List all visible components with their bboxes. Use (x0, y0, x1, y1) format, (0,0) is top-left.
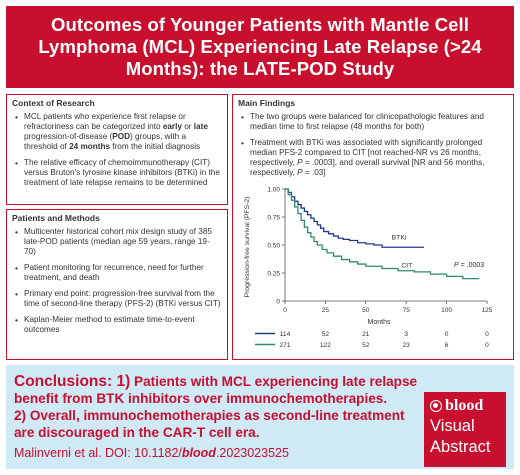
conclusion-2: 2) Overall, immunochemotherapies as seco… (14, 408, 405, 440)
citation-suffix: .2023023525 (215, 446, 289, 460)
conclusion-1: Patients with MCL experiencing late rela… (14, 374, 418, 406)
findings-heading: Main Findings (238, 98, 296, 108)
risk-table-cell: 271 (279, 342, 290, 349)
citation-journal: blood (181, 446, 216, 460)
logo-line-2: Abstract (430, 438, 491, 456)
x-tick-label: 125 (482, 307, 493, 314)
y-tick-label: 0.25 (267, 270, 280, 277)
blood-logo: blood (430, 397, 502, 415)
findings-p-italic: P (297, 168, 303, 177)
findings-panel: Main Findings The two groups were balanc… (232, 94, 514, 360)
findings-bullet: Treatment with BTKi was associated with … (241, 138, 507, 178)
citation: Malinverni et al. DOI: 10.1182/blood.202… (14, 446, 289, 460)
methods-bullet: Patient monitoring for recurrence, need … (15, 263, 221, 283)
context-bold-late: late (193, 122, 208, 131)
x-tick-label: 75 (403, 307, 411, 314)
p-value-annotation: P = .0003 (454, 262, 484, 269)
logo-brand: blood (445, 397, 484, 414)
y-tick-label: 1.00 (267, 186, 280, 193)
series-label-cit: CIT (401, 262, 412, 269)
page-title: Outcomes of Younger Patients with Mantle… (38, 14, 482, 79)
risk-table-cell: 122 (320, 342, 331, 349)
risk-table-cell: 6 (445, 342, 449, 349)
x-tick-label: 25 (322, 307, 330, 314)
y-tick-label: 0 (276, 298, 280, 305)
context-panel: Context of Research MCL patients who exp… (6, 94, 228, 205)
findings-text: = .03] (302, 168, 326, 177)
methods-list: Multicenter historical cohort mix design… (7, 223, 227, 335)
risk-table-cell: 0 (485, 331, 489, 338)
km-chart: Progression-free survival (PFS-2) Months… (233, 181, 513, 359)
context-text: from the initial diagnosis (110, 142, 201, 151)
context-bullet: The relative efficacy of chemoimmunother… (15, 158, 221, 188)
methods-bullet: Multicenter historical cohort mix design… (15, 227, 221, 257)
methods-bullet: Primary end point: progression-free surv… (15, 289, 221, 309)
findings-list: The two groups were balanced for clinico… (233, 108, 513, 178)
y-tick-label: 0.75 (267, 214, 280, 221)
risk-table-cell: 0 (445, 331, 449, 338)
series-line-cit (285, 188, 479, 280)
context-text: MCL patients who experience first relaps… (24, 112, 186, 131)
context-bold-early: early (162, 122, 182, 131)
km-chart-svg: Progression-free survival (PFS-2) Months… (244, 186, 493, 349)
context-list: MCL patients who experience first relaps… (7, 108, 227, 188)
conclusions-lead: Conclusions: 1) (14, 373, 131, 390)
methods-heading: Patients and Methods (12, 213, 100, 223)
citation-prefix: Malinverni et al. DOI: 10.1182/ (14, 446, 182, 460)
context-bold-pod: POD (112, 132, 131, 141)
y-axis-label: Progression-free survival (PFS-2) (244, 197, 251, 298)
findings-bullet: The two groups were balanced for clinico… (241, 112, 507, 132)
conclusions-text: Conclusions: 1) Patients with MCL experi… (14, 373, 424, 441)
methods-bullet: Kaplan-Meier method to estimate time-to-… (15, 315, 221, 335)
blood-drop-icon (430, 400, 442, 412)
methods-panel: Patients and Methods Multicenter histori… (6, 209, 228, 360)
title-banner: Outcomes of Younger Patients with Mantle… (6, 6, 514, 88)
series-label-btki: BTKi (392, 234, 407, 241)
risk-table-cell: 52 (362, 342, 370, 349)
series-line-btki (285, 188, 424, 248)
context-bullet: MCL patients who experience first relaps… (15, 112, 221, 152)
findings-p-italic: P (297, 158, 303, 167)
context-heading: Context of Research (12, 98, 95, 108)
y-tick-label: 0.50 (267, 242, 280, 249)
findings-text: Treatment with BTKi was associated with … (250, 138, 483, 167)
risk-table-cell: 114 (280, 331, 291, 338)
context-text: progression-of-disease ( (24, 132, 113, 141)
risk-table-cell: 0 (485, 342, 489, 349)
x-tick-label: 0 (283, 307, 287, 314)
risk-table-cell: 52 (322, 331, 330, 338)
risk-table-cell: 21 (362, 331, 370, 338)
context-bold-24-months: 24 months (69, 142, 111, 151)
x-tick-label: 50 (362, 307, 370, 314)
visual-abstract-logo: blood Visual Abstract (424, 392, 506, 467)
context-text: or (181, 122, 194, 131)
risk-table-cell: 3 (404, 331, 408, 338)
logo-line-1: Visual (430, 417, 475, 435)
x-axis-label: Months (368, 319, 391, 326)
risk-table-cell: 23 (403, 342, 411, 349)
x-tick-label: 100 (441, 307, 452, 314)
context-text: ) groups, with a threshold of (24, 132, 187, 151)
findings-text: = .0003], and overall survival [NR and 5… (250, 158, 485, 177)
